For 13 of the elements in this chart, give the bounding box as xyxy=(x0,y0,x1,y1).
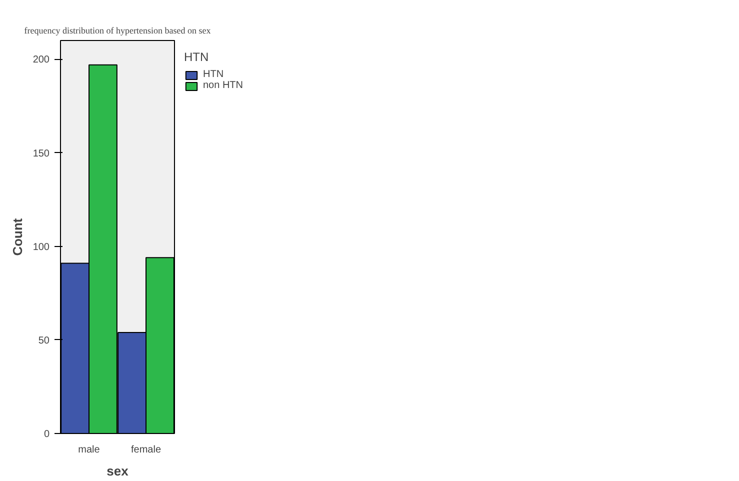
x-tick-label: female xyxy=(130,444,162,456)
y-tick-label: 150 xyxy=(32,148,50,160)
y-tick-label: 200 xyxy=(32,54,50,66)
y-axis-title: Count xyxy=(10,218,25,256)
y-tick-label: 50 xyxy=(38,335,50,346)
legend-label: non HTN xyxy=(203,80,244,91)
x-tick-label: male xyxy=(78,444,100,456)
legend-title: HTN xyxy=(184,50,210,64)
legend-label: HTN xyxy=(203,69,224,80)
y-tick-label: 0 xyxy=(44,429,50,440)
chart-title: frequency distribution of hypertension based on sex xyxy=(24,26,212,36)
x-axis-title: sex xyxy=(106,464,130,478)
y-tick-label: 100 xyxy=(32,242,50,253)
